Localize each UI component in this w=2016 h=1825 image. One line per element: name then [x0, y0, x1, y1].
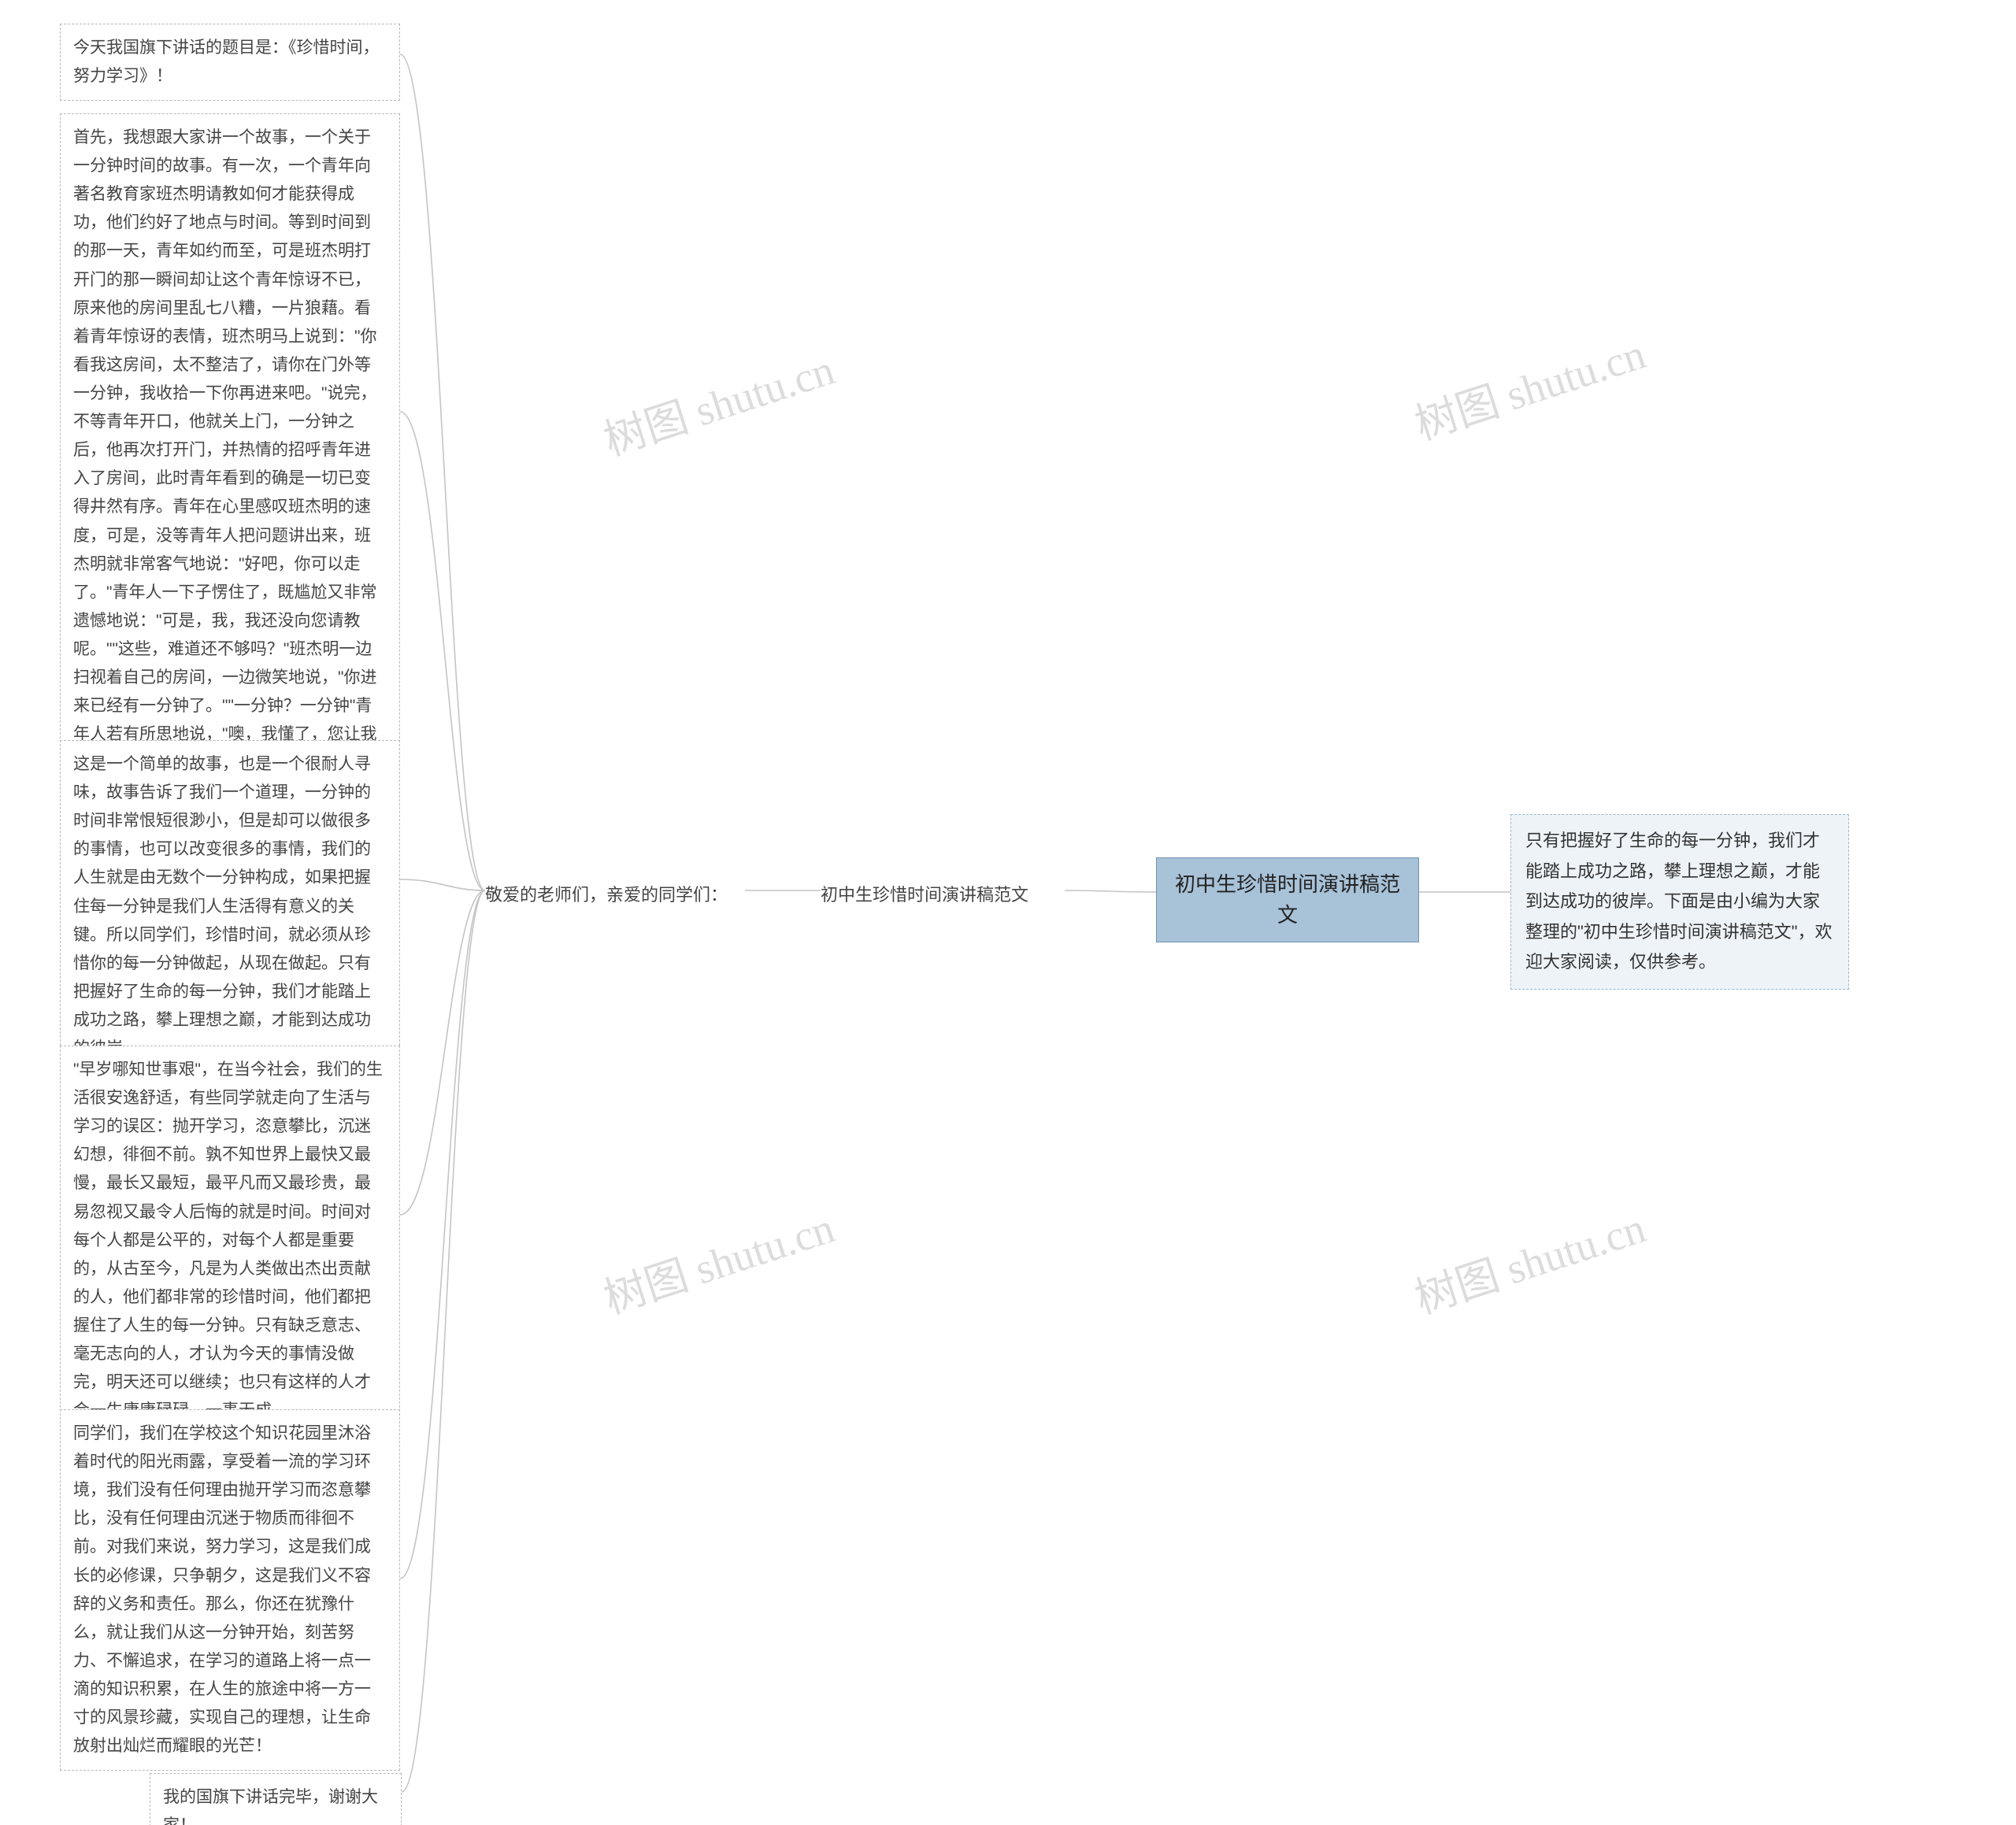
- level1-node-text: 初中生珍惜时间演讲稿范文: [821, 885, 1028, 905]
- root-node[interactable]: 初中生珍惜时间演讲稿范文: [1156, 857, 1419, 942]
- leaf-text: "早岁哪知世事艰"，在当今社会，我们的生活很安逸舒适，有些同学就走向了生活与学习…: [73, 1061, 383, 1420]
- watermark: 树图 shutu.cn: [1406, 319, 1652, 452]
- leaf-text: 这是一个简单的故事，也是一个很耐人寻味，故事告诉了我们一个道理，一分钟的时间非常…: [73, 755, 371, 1057]
- level1-node[interactable]: 初中生珍惜时间演讲稿范文: [821, 880, 1065, 911]
- leaf-node[interactable]: 今天我国旗下讲话的题目是：《珍惜时间，努力学习》！: [60, 24, 400, 101]
- leaf-text: 首先，我想跟大家讲一个故事，一个关于一分钟时间的故事。有一次，一个青年向著名教育…: [73, 128, 376, 829]
- watermark: 树图 shutu.cn: [1406, 1193, 1652, 1326]
- leaf-text: 我的国旗下讲话完毕，谢谢大家！: [163, 1788, 378, 1825]
- mindmap-canvas: 树图 shutu.cn 树图 shutu.cn 树图 shutu.cn 树图 s…: [0, 0, 2016, 1825]
- leaf-node[interactable]: 首先，我想跟大家讲一个故事，一个关于一分钟时间的故事。有一次，一个青年向著名教育…: [60, 113, 400, 845]
- watermark: 树图 shutu.cn: [595, 335, 841, 468]
- level2-node-text: 敬爱的老师们，亲爱的同学们：: [485, 885, 728, 905]
- leaf-node[interactable]: 同学们，我们在学校这个知识花园里沐浴着时代的阳光雨露，享受着一流的学习环境，我们…: [60, 1409, 400, 1771]
- leaf-node[interactable]: 这是一个简单的故事，也是一个很耐人寻味，故事告诉了我们一个道理，一分钟的时间非常…: [60, 740, 400, 1073]
- watermark: 树图 shutu.cn: [595, 1193, 841, 1326]
- leaf-text: 今天我国旗下讲话的题目是：《珍惜时间，努力学习》！: [73, 39, 380, 85]
- root-node-text: 初中生珍惜时间演讲稿范文: [1175, 872, 1400, 927]
- leaf-text: 同学们，我们在学校这个知识花园里沐浴着时代的阳光雨露，享受着一流的学习环境，我们…: [73, 1424, 371, 1755]
- intro-node[interactable]: 只有把握好了生命的每一分钟，我们才能踏上成功之路，攀上理想之巅，才能到达成功的彼…: [1510, 814, 1849, 990]
- intro-node-text: 只有把握好了生命的每一分钟，我们才能踏上成功之路，攀上理想之巅，才能到达成功的彼…: [1525, 831, 1833, 972]
- leaf-node[interactable]: "早岁哪知世事艰"，在当今社会，我们的生活很安逸舒适，有些同学就走向了生活与学习…: [60, 1046, 400, 1435]
- leaf-node[interactable]: 我的国旗下讲话完毕，谢谢大家！: [150, 1773, 402, 1825]
- level2-node[interactable]: 敬爱的老师们，亲爱的同学们：: [485, 880, 745, 911]
